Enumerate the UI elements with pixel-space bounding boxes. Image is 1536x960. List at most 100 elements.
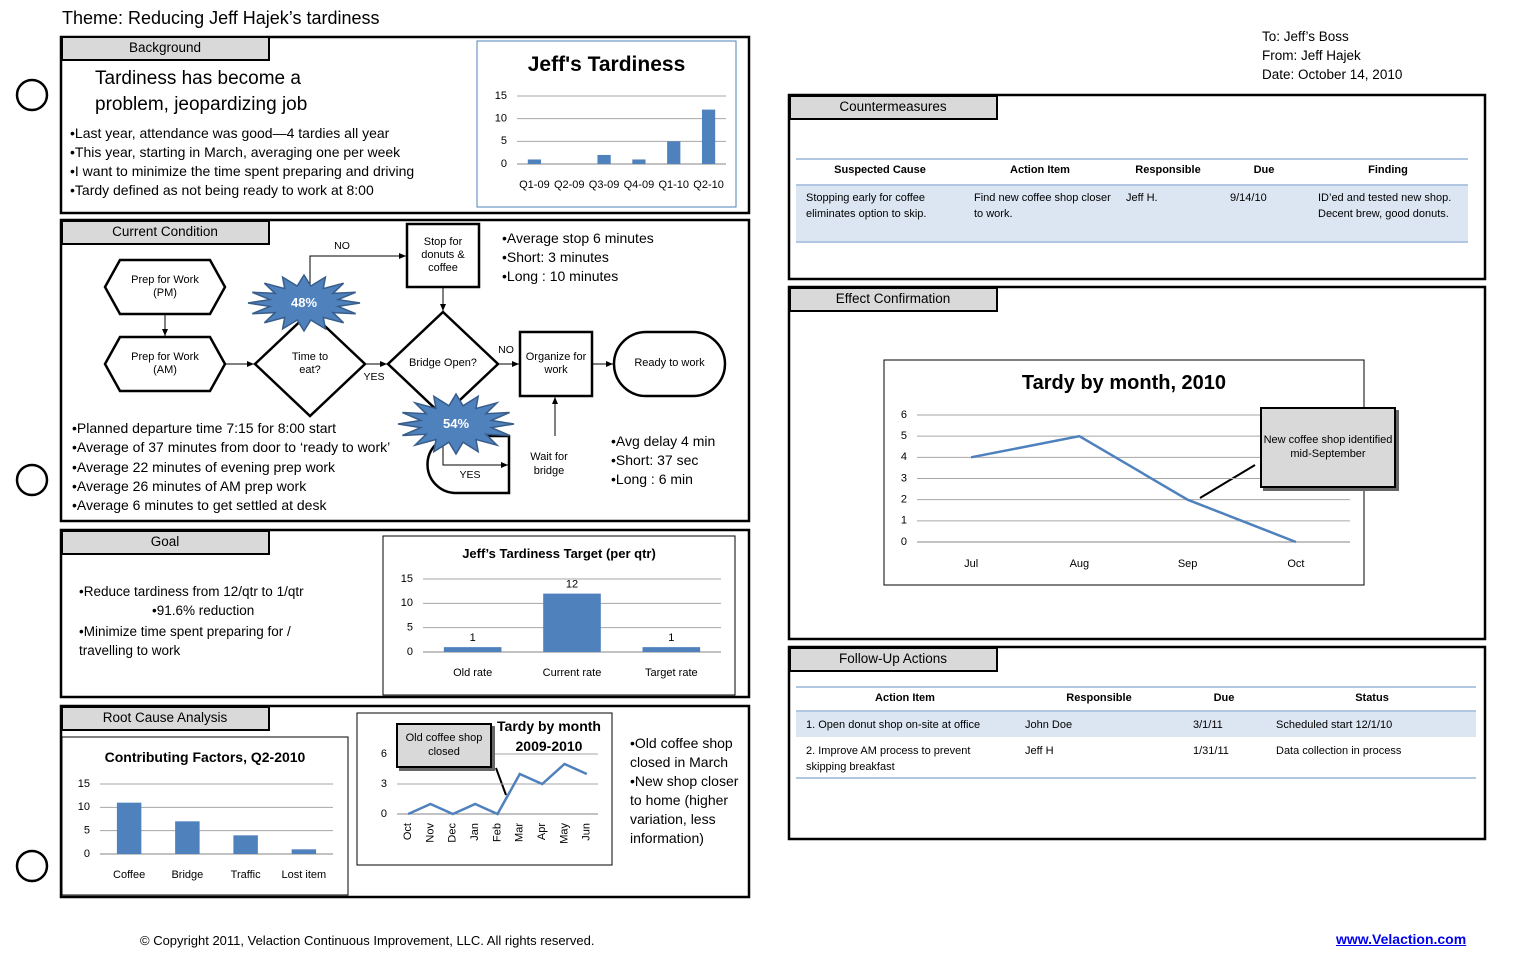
table-header: Responsible [1135, 164, 1201, 176]
note: •Short: 3 minutes [502, 249, 609, 265]
x-tick-label: Jun [581, 823, 593, 841]
x-tick-label: Traffic [231, 869, 261, 881]
y-tick-label: 0 [901, 536, 907, 548]
data-label: 1 [668, 632, 674, 644]
chart-title: Jeff’s Tardiness Target (per qtr) [462, 546, 656, 561]
table-cell: Data collection in process [1276, 745, 1402, 757]
x-tick-label: Q3-09 [589, 179, 620, 191]
memo-line: From: Jeff Hajek [1262, 48, 1361, 63]
chart-title: Tardy by month 2009-2010 [497, 718, 601, 754]
callout: New coffee shop identified mid-September [1260, 407, 1396, 488]
table-cell: 2. Improve AM process to prevent skippin… [806, 745, 971, 773]
x-tick-label: Coffee [113, 869, 145, 881]
flow-node: Stop for donuts & coffee [421, 235, 465, 275]
y-tick-label: 0 [501, 158, 507, 170]
burst-label: 48% [290, 295, 318, 310]
flow-label: YES [363, 371, 385, 383]
theme-title: Theme: Reducing Jeff Hajek’s tardiness [62, 8, 380, 28]
table-header: Status [1355, 692, 1389, 704]
x-tick-label: Mar [514, 823, 526, 842]
flow-node: Prep for Work (PM) [131, 273, 199, 299]
chart-title: Contributing Factors, Q2-2010 [104, 749, 306, 765]
x-tick-label: Lost item [282, 869, 327, 881]
table-header: Suspected Cause [834, 164, 926, 176]
y-tick-label: 1 [901, 515, 907, 527]
table-header: Due [1253, 164, 1275, 176]
table-cell: John Doe [1025, 719, 1073, 731]
table-header: Due [1213, 692, 1235, 704]
bullet: •This year, starting in March, averaging… [70, 144, 401, 160]
x-tick-label: Apr [536, 823, 548, 840]
x-tick-label: Q1-10 [658, 179, 689, 191]
bar [233, 835, 258, 854]
line-series [970, 434, 1297, 544]
bar [543, 593, 601, 652]
bar [701, 109, 716, 164]
bullet: •Reduce tardiness from 12/qtr to 1/qtr [79, 584, 304, 599]
x-tick-label: Aug [1070, 558, 1090, 570]
table-cell: 3/1/11 [1193, 719, 1223, 731]
y-tick-label: 10 [401, 597, 413, 609]
y-tick-label: 15 [78, 778, 90, 790]
table-cell: Find new coffee shop closer to work. [974, 192, 1111, 220]
y-tick-label: 15 [401, 573, 413, 585]
table-cell: 9/14/10 [1230, 192, 1267, 204]
note: •Long : 6 min [611, 471, 693, 487]
website-link[interactable]: www.Velaction.com [1336, 931, 1467, 947]
bar [632, 159, 646, 164]
x-tick-label: Feb [491, 823, 503, 842]
section-title: Background [128, 40, 202, 55]
bar [291, 849, 317, 854]
table-cell: Jeff H [1025, 745, 1054, 757]
bar [527, 159, 542, 164]
x-tick-label: Q2-10 [693, 179, 724, 191]
table-header: Responsible [1066, 692, 1132, 704]
bar [443, 647, 502, 652]
bullet: •Minimize time spent preparing for / tra… [79, 624, 291, 658]
y-tick-label: 5 [901, 430, 907, 442]
y-tick-label: 2 [901, 494, 907, 506]
flow-node: Ready to work [634, 357, 705, 370]
data-label: 1 [470, 632, 476, 644]
x-tick-label: Q1-09 [519, 179, 550, 191]
flow-label: NO [498, 344, 514, 356]
headline: Tardiness has become a problem, jeopardi… [95, 68, 308, 115]
x-tick-label: Bridge [171, 869, 203, 881]
x-tick-label: Q2-09 [554, 179, 585, 191]
bar [116, 802, 142, 854]
x-tick-label: Q4-09 [624, 179, 655, 191]
y-tick-label: 6 [381, 748, 387, 760]
y-tick-label: 5 [407, 622, 413, 634]
memo-line: Date: October 14, 2010 [1262, 67, 1403, 82]
bullet: •Last year, attendance was good—4 tardie… [70, 125, 390, 141]
x-tick-label: May [558, 823, 570, 844]
chart-title: Jeff's Tardiness [527, 53, 686, 76]
bar [667, 141, 681, 164]
flow-node: Bridge Open? [409, 357, 477, 370]
table-cell: ID’ed and tested new shop. Decent brew, … [1318, 192, 1452, 220]
y-tick-label: 0 [407, 646, 413, 658]
section-title: Root Cause Analysis [102, 710, 228, 725]
y-tick-label: 0 [381, 808, 387, 820]
section-title: Follow-Up Actions [838, 651, 948, 666]
burst-label: 54% [442, 416, 470, 431]
bar [642, 647, 701, 652]
y-tick-label: 6 [901, 409, 907, 421]
bar [175, 821, 200, 854]
table-header: Finding [1368, 164, 1408, 176]
callout-leaders [495, 464, 1256, 796]
note: •Average stop 6 minutes [502, 230, 654, 246]
y-tick-label: 3 [381, 778, 387, 790]
callout: Old coffee shop closed [396, 723, 492, 768]
table-header: Action Item [875, 692, 935, 704]
x-tick-label: Target rate [645, 667, 698, 679]
x-tick-label: Sep [1178, 558, 1198, 570]
y-tick-label: 3 [901, 472, 907, 484]
flowchart [103, 222, 727, 495]
note: •Old coffee shop closed in March [630, 735, 733, 770]
note: •Average 22 minutes of evening prep work [72, 458, 336, 475]
table-header: Action Item [1010, 164, 1070, 176]
note: •New shop closer to home (higher variati… [630, 773, 739, 846]
